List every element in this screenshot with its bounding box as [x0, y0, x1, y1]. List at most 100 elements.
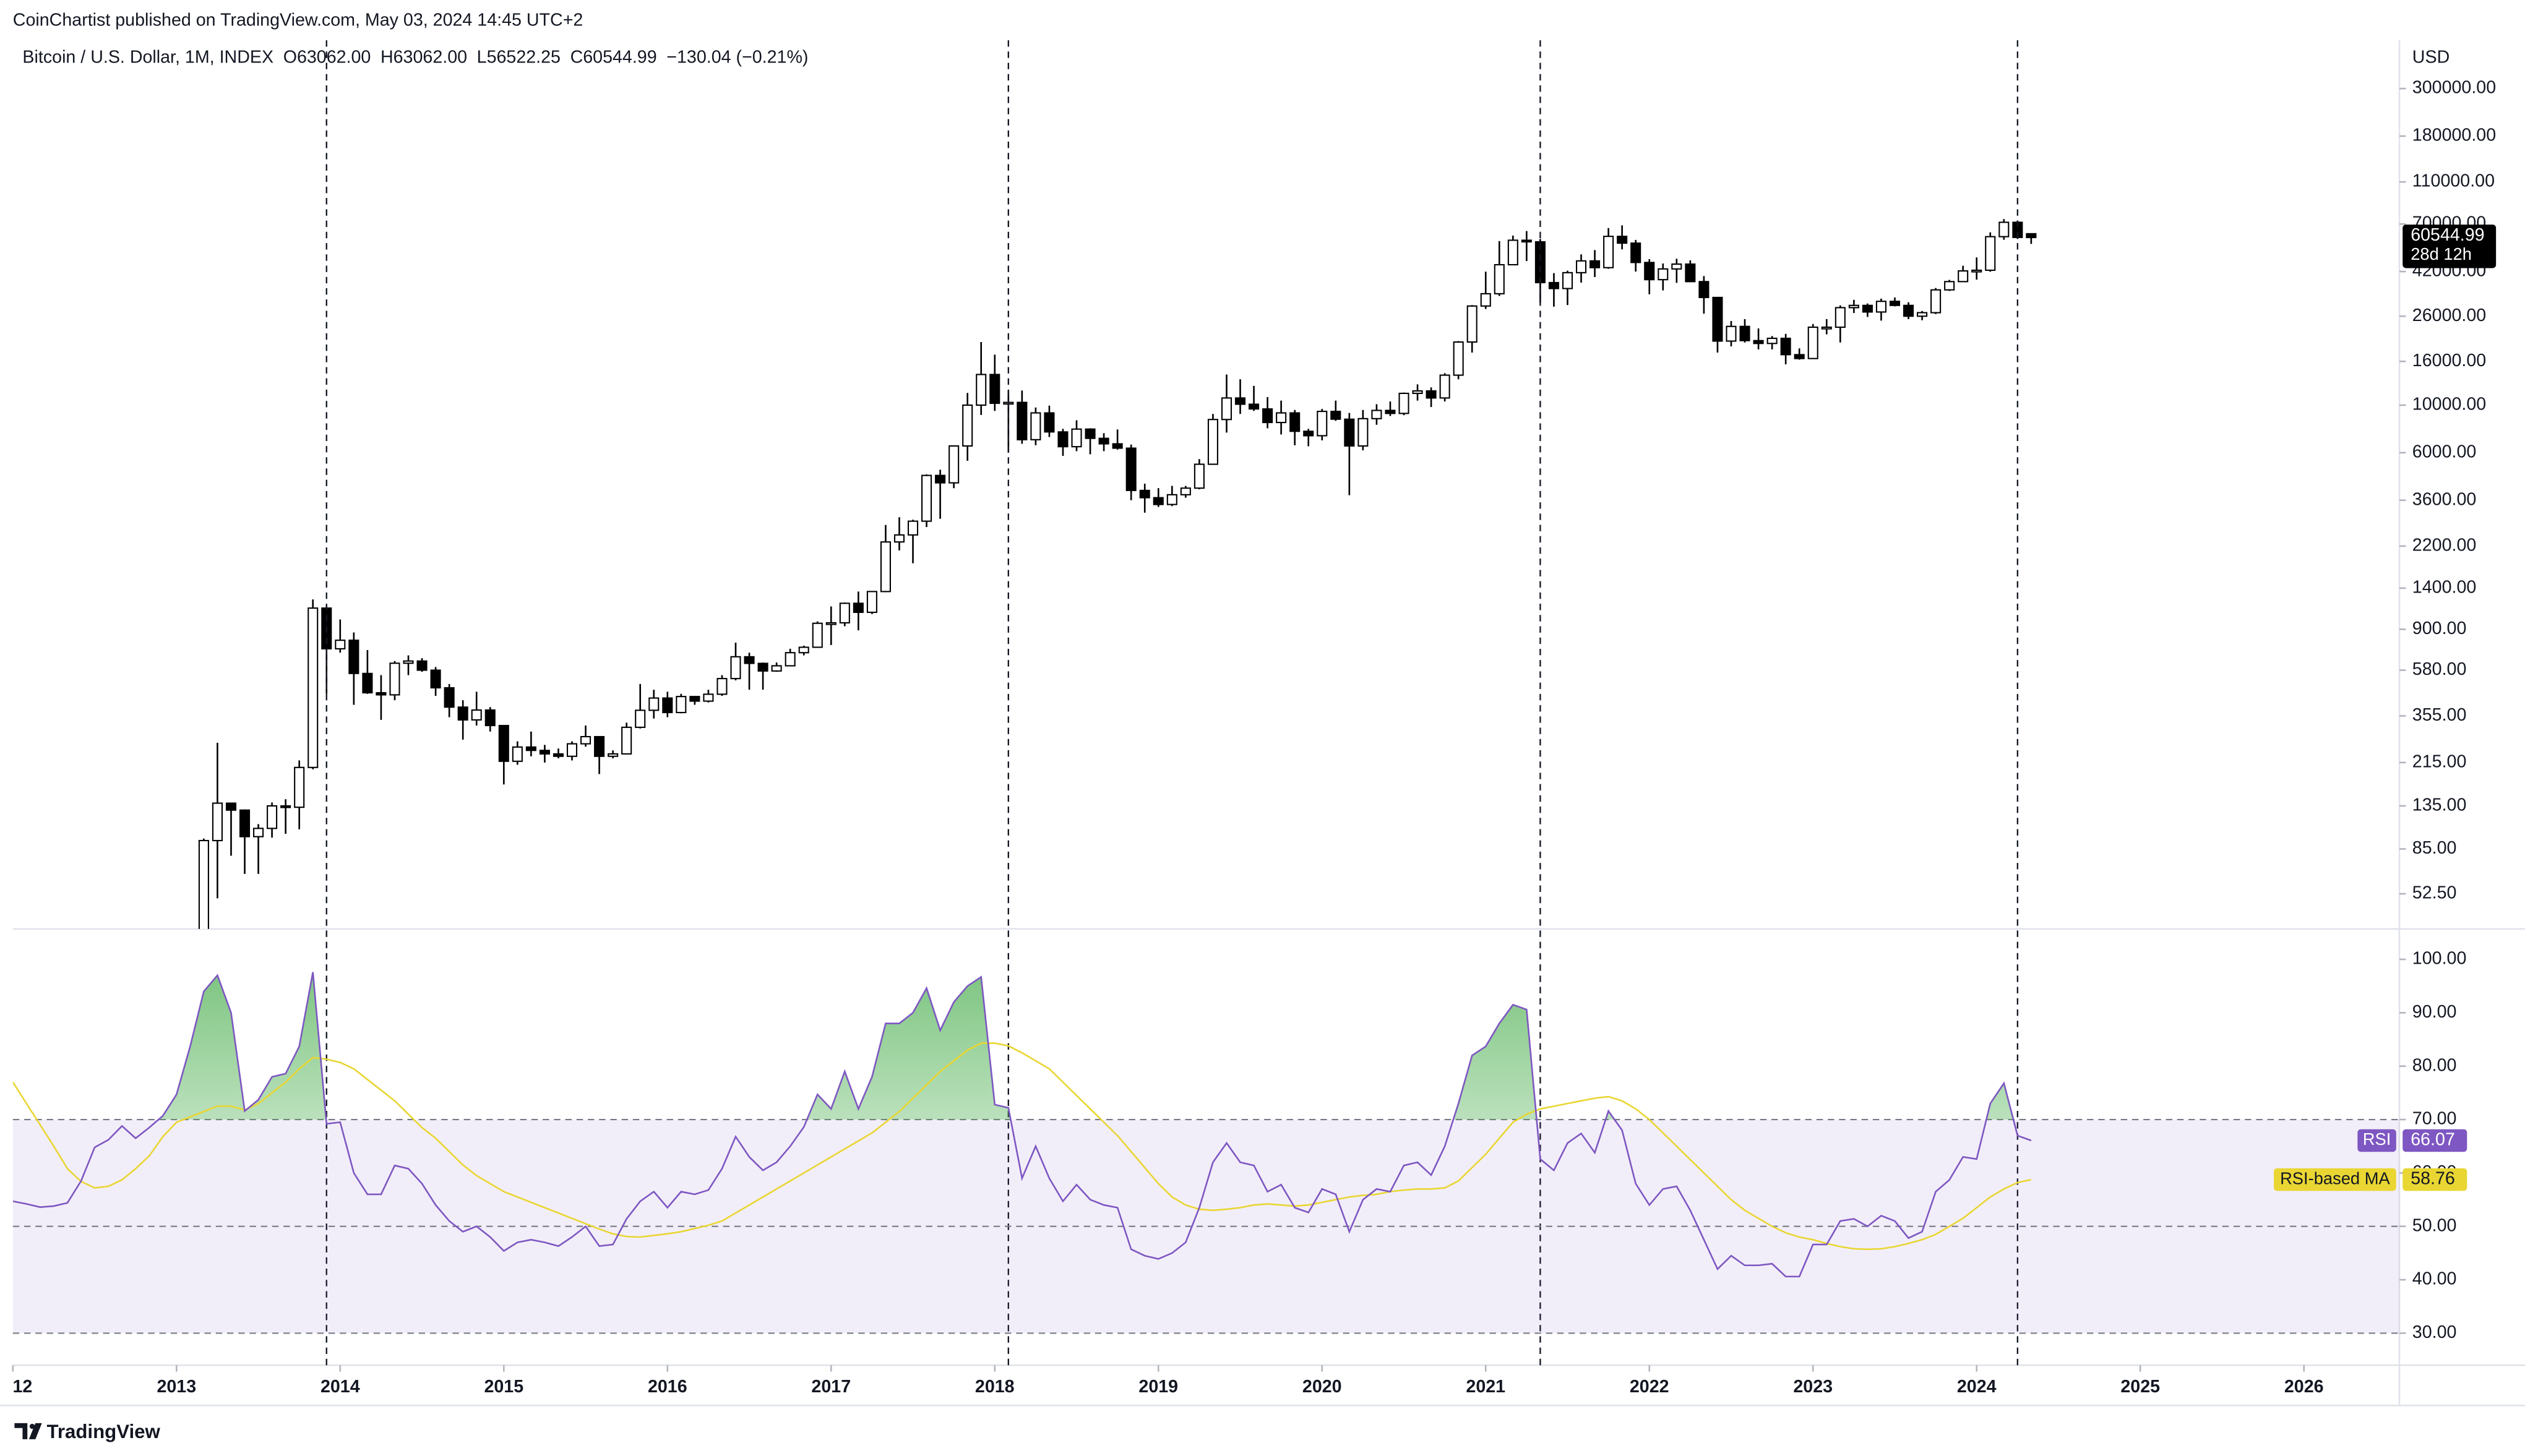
y-tick-label: 355.00 [2412, 705, 2467, 725]
rsi-band [12, 1120, 2399, 1334]
x-tick-label: 2022 [1630, 1377, 1669, 1397]
x-tick-label: 2024 [1957, 1377, 1997, 1397]
y-tick-label: 16000.00 [2412, 351, 2486, 370]
candle-body [348, 640, 359, 674]
candle-body [1057, 431, 1069, 448]
candle-body [1958, 270, 1969, 283]
candle-body [1630, 242, 1641, 263]
candle-body [1930, 289, 1942, 314]
y-tick-label: 215.00 [2412, 752, 2467, 771]
y-tick-label: 135.00 [2412, 795, 2467, 815]
candle-body [335, 640, 346, 649]
publisher-line: CoinChartist published on TradingView.co… [13, 10, 583, 30]
series-value: 66.07 [2411, 1130, 2455, 1150]
candle-body [1726, 325, 1737, 342]
candle-body [1807, 326, 1818, 359]
candle-body [1944, 281, 1955, 291]
candle-body [1835, 307, 1846, 328]
candle-body [812, 622, 823, 648]
candle-body [771, 665, 782, 672]
series-name-badge [2273, 1168, 2396, 1191]
candle-body [1453, 341, 1464, 376]
candle-body [1017, 401, 1028, 440]
candle-body [716, 678, 728, 695]
x-tick-label: 2013 [157, 1377, 196, 1397]
rsi-line [12, 972, 2032, 1278]
candle-body [308, 607, 319, 768]
candle-body [1575, 260, 1587, 273]
candle-body [689, 696, 700, 702]
candle-body [621, 726, 632, 755]
x-tick-label: 2026 [2284, 1377, 2324, 1397]
candle-body [1617, 236, 1628, 244]
candle-body [525, 746, 536, 752]
candle-body [1466, 305, 1478, 343]
candle-body [1971, 269, 1982, 273]
candle-body [198, 839, 209, 929]
candle-body [1862, 304, 1873, 313]
series-value: 58.76 [2411, 1169, 2455, 1189]
candle-body [253, 828, 264, 837]
candle-body [1098, 437, 1109, 445]
candle-body [1234, 397, 1246, 405]
candle-body [1739, 325, 1750, 341]
candle-body [935, 474, 946, 484]
candle-body [1030, 412, 1041, 440]
x-tick-label: 2021 [1466, 1377, 1505, 1397]
candle-body [907, 520, 919, 536]
candle-body [1698, 281, 1710, 298]
candle-body [785, 652, 796, 667]
candle-body [1671, 263, 1682, 270]
candle-body [1848, 304, 1859, 309]
candle-body [1330, 411, 1341, 420]
ohlc-value: H63062.00 [381, 47, 467, 67]
ohlc-value: L56522.25 [477, 47, 561, 67]
candle-body [444, 687, 455, 708]
candle-body [580, 735, 591, 745]
candle-body [239, 809, 251, 837]
candle-body [1903, 304, 1914, 317]
ohlc-value: −130.04 (−0.21%) [666, 47, 808, 67]
last-price-label: 60544.99 [2411, 225, 2484, 245]
series-name-badge [2357, 1129, 2396, 1152]
candle-body [389, 662, 400, 696]
candle-body [1521, 239, 1532, 243]
candle-body [1221, 397, 1232, 421]
candle-body [294, 766, 305, 808]
candle-body [1685, 263, 1696, 283]
x-tick-label: 2019 [1138, 1377, 1178, 1397]
candle-body [1985, 236, 1996, 271]
x-tick-label: 2015 [484, 1377, 523, 1397]
candle-body [1753, 340, 1764, 345]
symbol-legend: Bitcoin / U.S. Dollar, 1M, INDEX O63062.0… [22, 47, 808, 67]
candle-body [757, 662, 768, 672]
candle-body [866, 591, 877, 614]
candle-body [553, 753, 564, 757]
candle-body [1794, 354, 1805, 359]
y-tick-label: 580.00 [2412, 659, 2467, 679]
y-tick-label: 900.00 [2412, 619, 2467, 638]
y-tick-label: 26000.00 [2412, 306, 2486, 325]
candle-body [484, 709, 496, 727]
x-tick-label: 2023 [1793, 1377, 1833, 1397]
candle-body [1603, 236, 1614, 268]
countdown-label: 28d 12h [2411, 244, 2472, 263]
candle-body [1398, 392, 1409, 414]
y-tick-label: 80.00 [2412, 1055, 2457, 1075]
y-tick-label: 40.00 [2412, 1269, 2457, 1289]
axis-unit: USD [2412, 47, 2450, 67]
candle-body [825, 622, 837, 625]
series-name: RSI-based MA [2280, 1168, 2390, 1188]
x-tick-label: 2017 [811, 1377, 851, 1397]
candle-body [1439, 374, 1450, 399]
y-tick-label: 70.00 [2412, 1109, 2457, 1129]
y-tick-label: 180000.00 [2412, 126, 2496, 145]
candle-body [853, 602, 864, 614]
candle-body [1766, 337, 1778, 345]
candle-body [1153, 497, 1164, 505]
candle-body [1371, 409, 1382, 419]
y-tick-label: 52.50 [2412, 883, 2457, 903]
y-tick-label: 50.00 [2412, 1215, 2457, 1235]
candle-body [1385, 409, 1396, 414]
